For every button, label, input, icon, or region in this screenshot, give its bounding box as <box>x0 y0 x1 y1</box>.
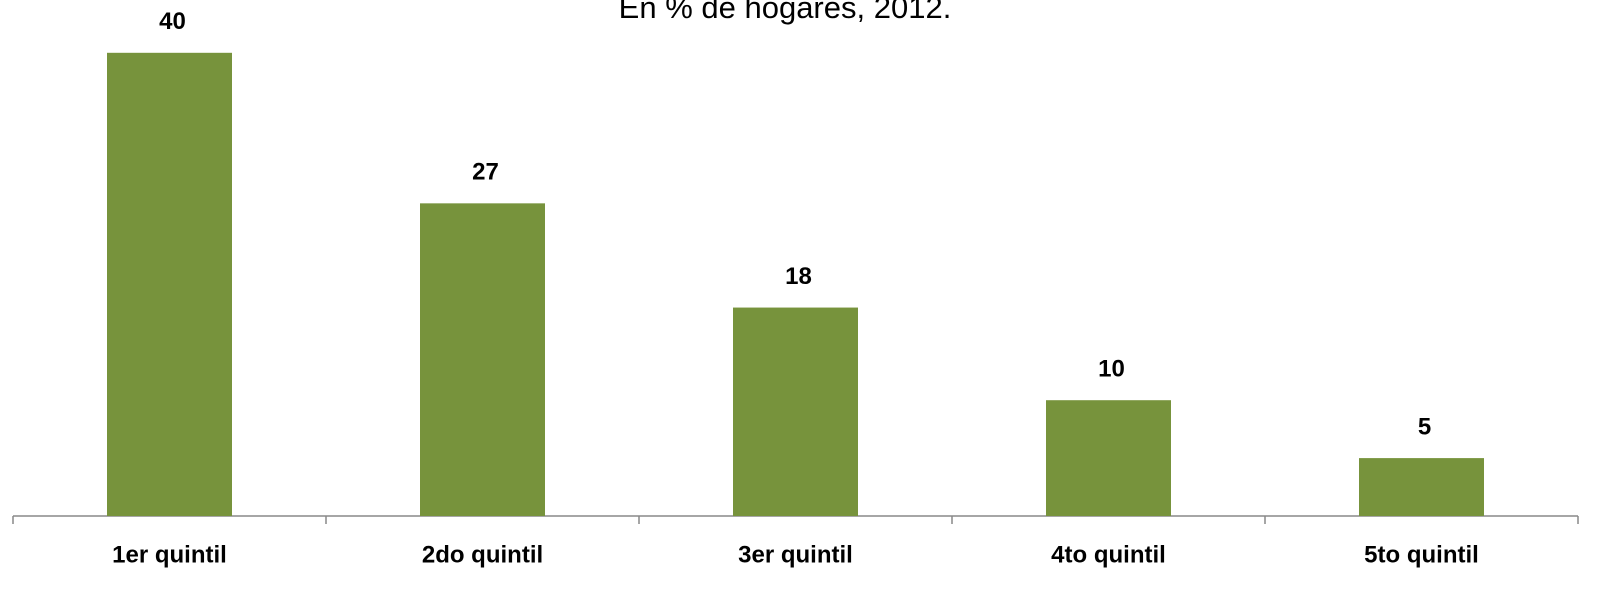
bar <box>1359 458 1484 516</box>
x-tick-label: 1er quintil <box>112 541 227 568</box>
bar <box>1046 400 1171 516</box>
data-label: 10 <box>1098 356 1125 383</box>
bar <box>420 203 545 516</box>
x-tick-label: 5to quintil <box>1364 541 1479 568</box>
bar <box>107 52 232 517</box>
chart-subtitle: En % de hogares, 2012. <box>619 0 952 25</box>
x-tick-label: 4to quintil <box>1051 541 1166 568</box>
x-tick-label: 3er quintil <box>738 541 853 568</box>
data-label: 18 <box>785 263 812 290</box>
data-label: 27 <box>472 159 499 186</box>
data-label: 40 <box>159 8 186 35</box>
bar <box>733 307 858 516</box>
data-label: 5 <box>1418 413 1431 440</box>
x-tick-label: 2do quintil <box>422 541 543 568</box>
